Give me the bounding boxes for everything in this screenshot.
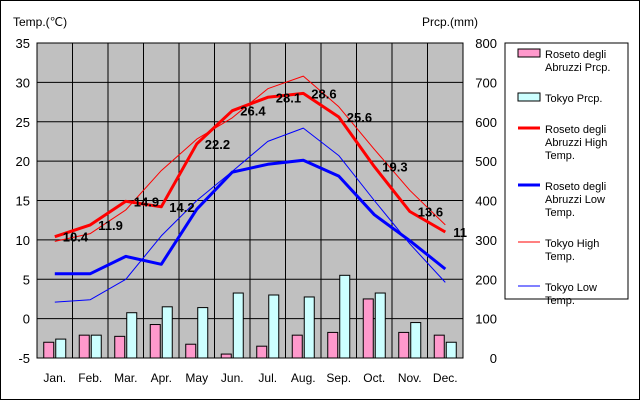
precip-bar [398,331,410,359]
legend-box [504,42,629,300]
precip-bar [161,306,173,359]
legend-swatch [517,92,541,102]
x-tick-label: Sep. [326,371,351,385]
y-right-tick-label: 400 [475,194,497,209]
legend-label: Abruzzi High [545,137,607,149]
data-label: 14.2 [169,200,194,215]
precip-bar [339,274,351,359]
data-label: 14.9 [134,194,159,209]
x-tick-label: Aug. [291,371,316,385]
precip-bar [185,343,197,359]
legend-label: Temp. [545,150,575,162]
y-right-axis-label: Prcp.(mm) [422,15,478,29]
data-label: 11 [453,225,467,240]
data-label: 13.6 [418,205,443,220]
data-label: 22.2 [205,137,230,152]
y-left-tick-label: 10 [16,233,30,248]
legend-label: Tokyo Prcp. [545,93,602,105]
precip-bar [55,338,67,359]
y-left-tick-label: 25 [16,115,30,130]
precip-bar [327,331,339,359]
temp-line [54,158,447,276]
y-right-tick-label: 600 [475,115,497,130]
y-left-axis-label: Temp.(℃) [13,15,67,29]
legend-label: Roseto degli [545,181,606,193]
precip-bar [90,334,102,359]
y-left-tick-label: 30 [16,75,30,90]
data-label: 28.6 [311,86,336,101]
precip-bar [374,292,386,359]
precip-bar [410,322,422,359]
y-right-tick-label: 100 [475,312,497,327]
legend-label: Temp. [545,295,575,307]
legend-label: Tokyo High [545,238,599,250]
legend-item: Tokyo Prcp. [517,92,602,105]
legend-label: Abruzzi Low [545,194,605,206]
precip-bar [362,298,374,359]
precip-bar [291,334,303,359]
x-tick-label: Apr. [151,371,172,385]
data-label: 28.1 [276,90,301,105]
precip-bar [78,334,90,359]
legend-label: Temp. [545,251,575,263]
precip-bar [268,294,280,359]
y-right-tick-label: 0 [490,351,497,366]
temp-line [54,127,446,303]
precip-bar [114,335,126,359]
legend-label: Roseto degli [545,124,606,136]
legend-label: Tokyo Low [545,282,597,294]
legend-label: Abruzzi Prcp. [545,62,610,74]
y-right-tick-label: 700 [475,75,497,90]
x-tick-label: Feb. [78,371,102,385]
data-label: 10.4 [63,230,89,245]
x-tick-label: May [185,371,208,385]
precip-bar [232,292,244,359]
x-tick-label: Jan. [43,371,66,385]
legend-label: Temp. [545,207,575,219]
y-right-tick-label: 200 [475,272,497,287]
precip-bar [220,353,232,359]
data-label: 25.6 [347,110,372,125]
precip-bar [303,296,315,359]
y-right-tick-label: 800 [475,36,497,51]
y-left-tick-label: -5 [18,351,30,366]
data-label: 11.9 [98,218,123,233]
y-right-tick-label: 500 [475,154,497,169]
x-tick-label: Dec. [433,371,458,385]
x-tick-label: Nov. [398,371,422,385]
precip-bar [256,345,268,359]
y-left-tick-label: 35 [16,36,30,51]
temp-line [54,91,447,239]
x-tick-label: Jul. [258,371,277,385]
legend-swatch [517,48,541,58]
precip-bar [445,341,457,359]
x-tick-label: Mar. [114,371,137,385]
y-left-tick-label: 15 [16,194,30,209]
y-right-tick-label: 300 [475,233,497,248]
legend-label: Roseto degli [545,49,606,61]
precip-bar [149,324,161,359]
data-label: 26.4 [240,104,266,119]
precip-bar [126,312,138,359]
data-label: 19.3 [382,160,407,175]
x-tick-label: Jun. [221,371,244,385]
precip-bar [433,334,445,359]
precip-bar [197,307,209,359]
y-left-tick-label: 5 [23,272,30,287]
y-left-tick-label: 20 [16,154,30,169]
precip-bar [43,341,55,359]
x-tick-label: Oct. [363,371,385,385]
y-left-tick-label: 0 [23,312,30,327]
